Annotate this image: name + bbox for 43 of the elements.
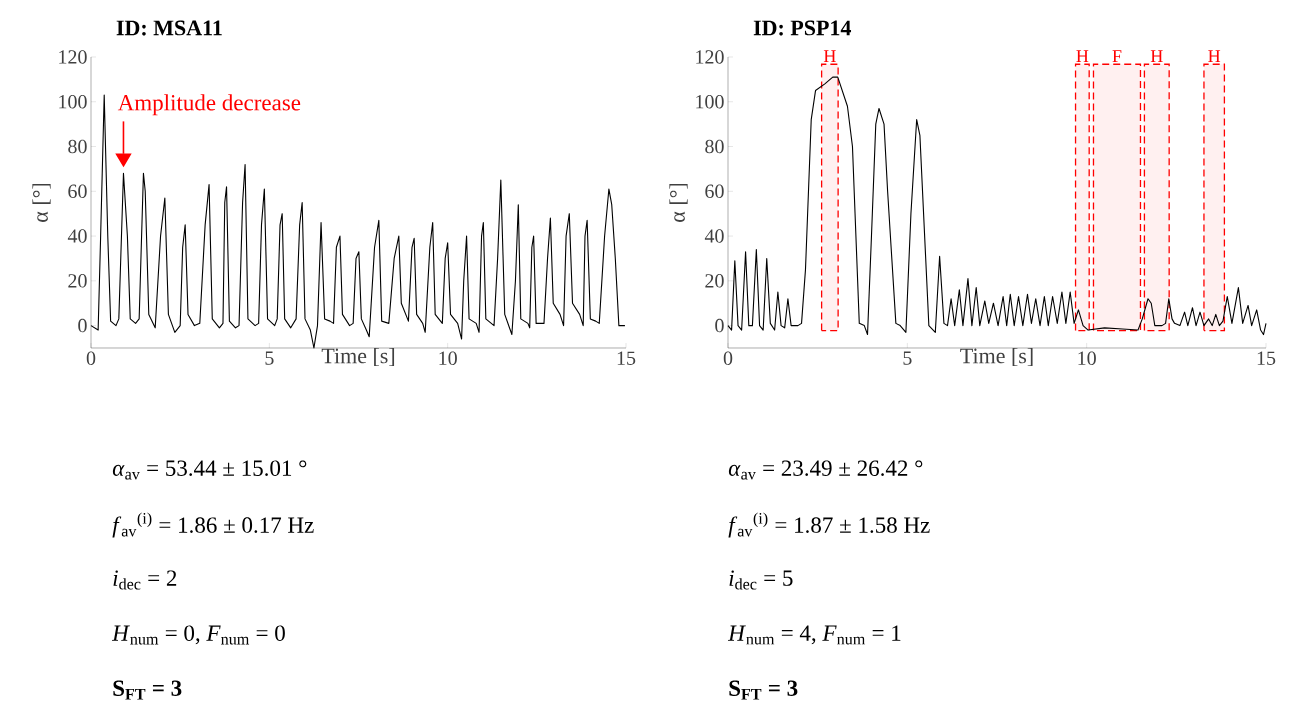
y-tick-label: 0 — [715, 318, 724, 333]
x-axis-title: Time [s] — [321, 347, 395, 367]
line-series — [727, 76, 1267, 336]
text: i$_{dec}$ = 5 — [729, 570, 793, 590]
band-label: H — [1150, 50, 1163, 63]
y-tick-label: 60 — [705, 184, 724, 199]
annotation: Amplitude decrease — [117, 94, 301, 116]
x-tick-label: 15 — [617, 351, 636, 365]
y-tick-label: 100 — [59, 95, 87, 109]
x-tick-label: 5 — [903, 351, 912, 365]
y-tick-label: 80 — [68, 139, 87, 154]
y-tick-label: 40 — [704, 229, 724, 243]
x-tick-label: 5 — [265, 351, 274, 365]
y-tick-label: 20 — [68, 274, 87, 288]
text: H$_{num}$ = 4, F$_{num}$ = 1 — [727, 625, 901, 645]
y-tick-label: 100 — [696, 95, 724, 109]
text: α$_{av}$ = 23.49 ± 26.42 ° — [728, 460, 923, 480]
x-tick-label: 10 — [439, 351, 457, 366]
y-axis-title: α [°] — [669, 183, 688, 222]
band-label: H — [1076, 50, 1089, 63]
text: i$_{dec}$ = 2 — [113, 570, 177, 590]
band-label: H — [823, 50, 836, 63]
y-tick-label: 120 — [696, 50, 724, 64]
chart-title: ID: MSA11 — [116, 20, 222, 36]
y-tick-label: 120 — [59, 50, 87, 64]
band-label: H — [1208, 50, 1221, 63]
band-label: F — [1112, 50, 1122, 63]
x-tick-label: 10 — [1078, 351, 1096, 366]
text: S$_{FT}$ = 3 — [729, 680, 798, 700]
x-axis-title: Time [s] — [960, 347, 1033, 367]
y-tick-label: 40 — [67, 229, 87, 243]
text: f$_{av}$$^{(i)}$ = 1.87 ± 1.58 Hz — [728, 512, 930, 538]
y-axis-title: α [°] — [32, 183, 51, 222]
y-tick-label: 20 — [705, 274, 724, 288]
text: f$_{av}$$^{(i)}$ = 1.86 ± 0.17 Hz — [112, 512, 314, 538]
text: H$_{num}$ = 0, F$_{num}$ = 0 — [111, 625, 285, 645]
text: α$_{av}$ = 53.44 ± 15.01 ° — [112, 460, 307, 480]
y-tick-label: 80 — [705, 139, 724, 154]
x-tick-label: 15 — [1257, 351, 1276, 365]
text: S$_{FT}$ = 3 — [113, 680, 182, 700]
y-tick-label: 0 — [78, 318, 87, 333]
y-tick-label: 60 — [68, 184, 87, 199]
chart-title: ID: PSP14 — [753, 20, 852, 36]
